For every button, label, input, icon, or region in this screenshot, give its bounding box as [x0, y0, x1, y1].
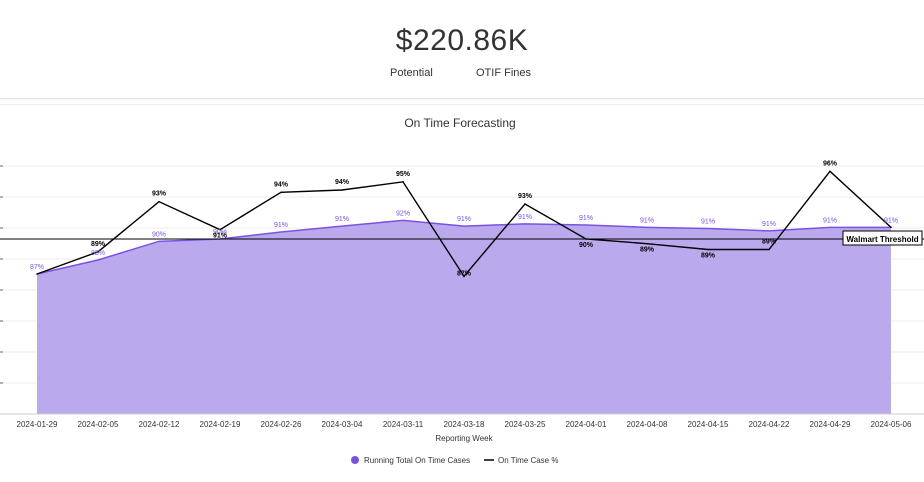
threshold-label-text: Walmart Threshold — [846, 235, 918, 244]
area-data-label: 91% — [274, 222, 288, 229]
legend-item-on-time-case-pct[interactable]: On Time Case % — [484, 456, 558, 465]
line-data-label: 96% — [823, 160, 838, 167]
x-tick-label: 2024-04-22 — [749, 420, 790, 429]
threshold-label-box — [842, 230, 923, 246]
legend-item-running-total[interactable]: Running Total On Time Cases — [351, 456, 470, 465]
line-data-label: 90% — [579, 242, 594, 249]
line-data-label: 89% — [762, 239, 777, 246]
line-point — [280, 191, 282, 194]
area-data-label: 91% — [701, 219, 715, 226]
x-tick-label: 2024-03-18 — [444, 420, 485, 429]
x-tick-label: 2024-02-05 — [78, 420, 119, 429]
area-data-label: 87% — [30, 264, 44, 271]
legend-label-on-time-case-pct: On Time Case % — [498, 456, 558, 465]
legend-swatch-running-total — [351, 456, 359, 464]
area-data-label: 90% — [152, 231, 166, 238]
area-data-label: 91% — [762, 221, 776, 228]
x-tick-label: 2024-03-11 — [383, 420, 424, 429]
line-point — [36, 273, 38, 275]
line-point — [158, 200, 160, 203]
x-tick-label: 2024-03-04 — [322, 420, 363, 429]
x-tick-label: 2024-02-19 — [200, 420, 241, 429]
x-tick-label: 2024-03-25 — [505, 420, 546, 429]
x-tick-label: 2024-04-29 — [810, 420, 851, 429]
area-data-label: 91% — [579, 215, 593, 222]
threshold-label: Walmart Threshold — [842, 230, 923, 246]
area-data-label: 91% — [640, 217, 654, 224]
area-data-label: 91% — [457, 216, 471, 223]
line-data-label: 87% — [457, 270, 472, 277]
area-data-label: 91% — [518, 214, 532, 221]
area-running-total-line — [36, 219, 891, 275]
x-tick-label: 2024-04-01 — [566, 420, 607, 429]
line-point — [646, 242, 648, 245]
line-data-label: 93% — [518, 193, 533, 200]
area-data-label: 88% — [91, 250, 105, 257]
kpi-card: $220.86K Potential OTIF Fines — [0, 0, 924, 99]
kpi-label-potential: Potential — [390, 67, 433, 79]
line-point — [402, 181, 404, 183]
x-tick-label: 2024-02-26 — [261, 420, 302, 429]
x-tick-label: 2024-02-12 — [139, 420, 180, 429]
area-data-label: 91% — [884, 217, 898, 224]
line-point — [219, 228, 221, 231]
area-data-label: 90% — [213, 229, 227, 236]
area-data-label: 91% — [823, 217, 837, 224]
x-axis-label: Reporting Week — [435, 434, 493, 443]
line-point — [829, 170, 831, 173]
kpi-value: $220.86K — [395, 24, 529, 57]
line-data-label: 89% — [701, 253, 716, 260]
line-data-label: 94% — [335, 179, 350, 186]
line-point — [524, 203, 526, 205]
line-point — [707, 248, 709, 251]
line-point — [341, 189, 343, 191]
line-point — [585, 238, 587, 240]
x-tick-label: 2024-05-06 — [871, 420, 912, 429]
line-point — [97, 251, 99, 253]
kpi-label-otif-fines: OTIF Fines — [476, 67, 532, 79]
line-data-label: 94% — [274, 181, 289, 188]
legend-label-running-total: Running Total On Time Cases — [364, 456, 470, 465]
line-data-label: 95% — [396, 171, 411, 178]
line-point — [463, 275, 465, 278]
line-data-label: 89% — [91, 241, 106, 248]
area-data-label: 91% — [335, 216, 349, 223]
x-tick-label: 2024-04-15 — [688, 420, 729, 429]
area-data-label: 92% — [396, 210, 410, 217]
x-tick-label: 2024-01-29 — [17, 420, 58, 429]
line-data-label: 91% — [213, 233, 228, 240]
line-data-label: 89% — [640, 247, 655, 254]
chart-title: On Time Forecasting — [404, 116, 515, 130]
x-tick-label: 2024-04-08 — [627, 420, 668, 429]
line-point — [890, 226, 892, 229]
line-data-label: 93% — [152, 191, 167, 198]
area-running-total — [37, 220, 891, 414]
line-point — [768, 248, 770, 251]
